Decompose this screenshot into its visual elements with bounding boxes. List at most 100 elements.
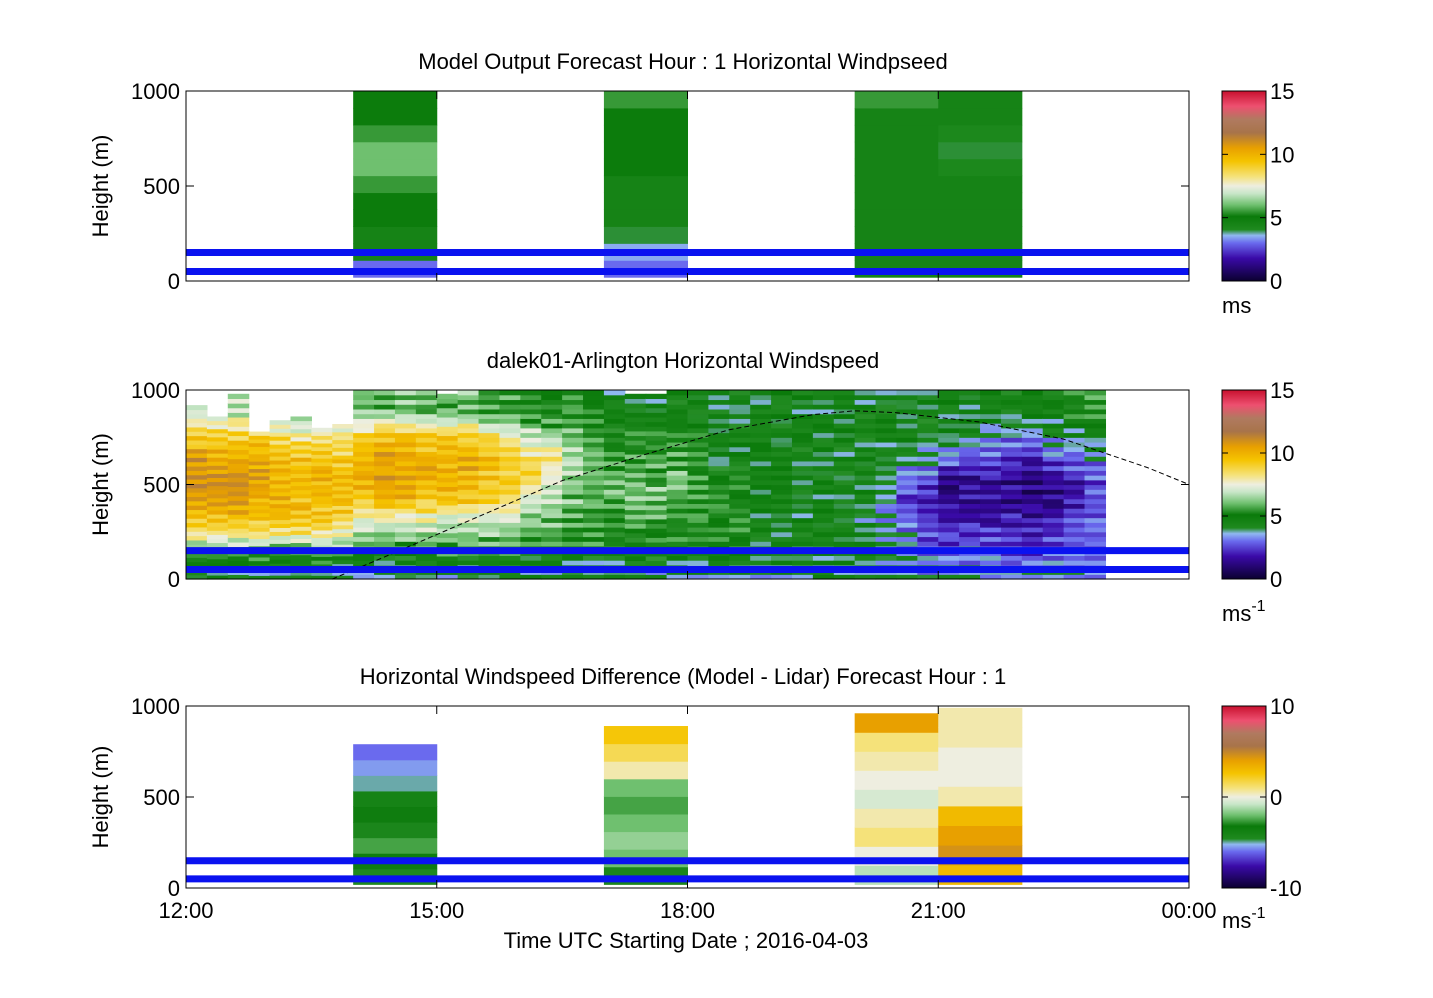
heatmap-cell <box>1000 427 1023 434</box>
heatmap-cell <box>499 541 521 547</box>
heatmap-cell <box>353 456 375 462</box>
heatmap-cell <box>875 493 898 500</box>
heatmap-cell <box>290 477 312 483</box>
heatmap-cell <box>374 437 396 443</box>
heatmap-cell <box>812 493 835 500</box>
heatmap-cell <box>729 560 751 566</box>
heatmap-cell <box>478 508 501 514</box>
heatmap-cell <box>562 394 584 401</box>
heatmap-cell <box>311 526 333 531</box>
heatmap-cell <box>394 475 417 481</box>
heatmap-cell <box>833 517 856 523</box>
heatmap-cell <box>959 522 981 528</box>
heatmap-cell <box>603 437 626 443</box>
heatmap-cell <box>750 465 772 471</box>
heatmap-cell <box>938 527 960 533</box>
heatmap-cell <box>603 560 626 566</box>
heatmap-cell <box>457 560 480 566</box>
heatmap-cell <box>415 560 438 566</box>
heatmap-cell <box>917 508 939 514</box>
heatmap-cell <box>624 523 647 529</box>
heatmap-cell <box>833 427 856 434</box>
heatmap-cell <box>959 432 981 438</box>
heatmap-cell <box>980 541 1002 547</box>
heatmap-cell <box>206 457 229 462</box>
heatmap-cell <box>1000 404 1023 410</box>
heatmap-cell <box>374 441 396 448</box>
heatmap-cell <box>186 452 208 458</box>
heatmap-cell <box>875 404 898 410</box>
heatmap-cell <box>457 437 480 443</box>
heatmap-cell <box>896 560 918 566</box>
heatmap-cell <box>771 522 793 528</box>
heatmap-cell <box>186 496 208 502</box>
heatmap-cell <box>771 555 793 561</box>
heatmap-cell <box>645 537 668 543</box>
heatmap-cell <box>1084 460 1107 467</box>
heatmap-cell <box>227 486 250 492</box>
heatmap-cell <box>562 541 584 547</box>
heatmap-cell <box>875 460 898 467</box>
heatmap-cell <box>394 423 417 429</box>
heatmap-cell <box>687 394 709 401</box>
heatmap-cell <box>332 520 354 526</box>
heatmap-cell <box>896 508 918 514</box>
heatmap-cell <box>875 418 898 424</box>
heatmap-cell <box>269 507 292 513</box>
heatmap-cell <box>415 408 438 415</box>
heatmap-cell <box>708 475 730 481</box>
heatmap-cell <box>666 517 689 523</box>
heatmap-cell <box>332 439 354 444</box>
heatmap-cell <box>394 441 417 448</box>
heatmap-cell <box>248 516 271 521</box>
heatmap-cell <box>394 489 417 495</box>
heatmap-cell <box>394 493 417 500</box>
heatmap-cell <box>1021 527 1044 533</box>
heatmap-cell <box>666 555 689 561</box>
heatmap-cell <box>332 458 354 464</box>
heatmap-cell <box>520 498 542 504</box>
heatmap-cell <box>1063 555 1086 561</box>
heatmap-cell <box>332 474 354 479</box>
heatmap-cell <box>520 503 542 509</box>
heatmap-cell <box>854 437 877 443</box>
heatmap-cell <box>332 486 354 491</box>
heatmap-cell <box>854 465 877 471</box>
heatmap-cell <box>415 536 438 542</box>
heatmap-cell <box>499 531 521 538</box>
heatmap-cell <box>520 475 542 481</box>
heatmap-cell <box>562 503 584 509</box>
heatmap-cell <box>1042 503 1065 509</box>
heatmap-cell <box>666 522 689 528</box>
heatmap-cell <box>854 441 877 448</box>
heatmap-cell <box>311 431 333 436</box>
heatmap-cell <box>269 479 292 485</box>
heatmap-cell <box>750 418 772 424</box>
heatmap-cell <box>687 493 709 500</box>
heatmap-cell <box>666 574 689 580</box>
heatmap-cell <box>248 483 271 488</box>
heatmap-cell <box>1000 498 1023 504</box>
heatmap-cell <box>290 501 312 507</box>
heatmap-cell <box>374 460 396 467</box>
heatmap-cell <box>206 444 229 450</box>
heatmap-cell <box>248 501 271 506</box>
heatmap-cell <box>1042 470 1065 476</box>
heatmap-cell <box>415 484 438 490</box>
heatmap-cell <box>959 404 981 410</box>
heatmap-cell <box>394 479 417 486</box>
heatmap-cell <box>791 479 814 486</box>
heatmap-cell <box>833 498 856 504</box>
x-tick-label: 21:00 <box>911 898 966 923</box>
heatmap-cell <box>415 508 438 514</box>
heatmap-cell <box>499 522 521 528</box>
heatmap-cell <box>394 418 417 424</box>
heatmap-cell <box>1000 479 1023 486</box>
heatmap-cell <box>583 512 605 519</box>
heatmap-cell <box>791 512 814 519</box>
heatmap-cell <box>227 555 250 562</box>
heatmap-cell <box>645 477 668 483</box>
heatmap-cell <box>457 522 480 528</box>
heatmap-cell <box>896 399 918 405</box>
heatmap-cell <box>896 475 918 481</box>
